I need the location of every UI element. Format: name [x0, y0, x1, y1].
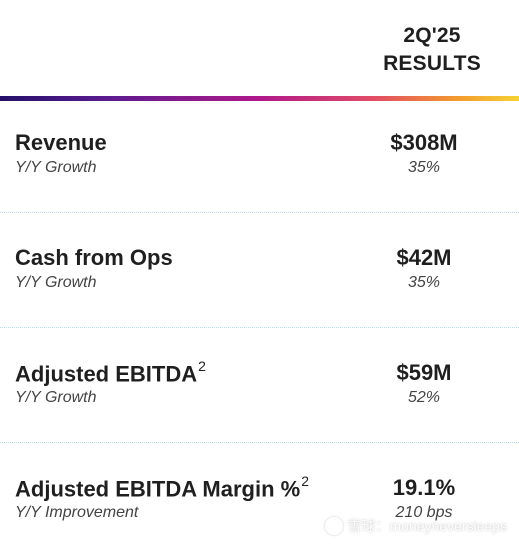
- period-results-label: RESULTS: [383, 52, 481, 75]
- metric-value: $308M: [390, 130, 458, 155]
- metric-change: 35%: [407, 159, 441, 176]
- row-divider: [0, 212, 519, 213]
- results-header: 2Q'25 RESULTS: [0, 0, 519, 98]
- metric-row-adjusted-ebitda: Adjusted EBITDA2 Y/Y Growth $59M 52%: [0, 358, 519, 420]
- row-divider: [0, 442, 519, 443]
- metric-value: $42M: [396, 245, 452, 270]
- metric-change: 52%: [407, 389, 441, 406]
- metric-row-adjusted-ebitda-margin: Adjusted EBITDA Margin %2 Y/Y Improvemen…: [0, 473, 519, 535]
- metric-row-revenue: Revenue Y/Y Growth $308M 35%: [0, 130, 519, 190]
- metric-title: Adjusted EBITDA Margin %2: [15, 473, 309, 502]
- period-quarter: 2Q'25: [403, 24, 461, 47]
- footnote-marker: 2: [301, 473, 309, 489]
- watermark-text: 雪球：moneyneversleeps: [347, 518, 507, 534]
- metric-title: Adjusted EBITDA2: [15, 358, 206, 387]
- metric-subtitle: Y/Y Growth: [15, 274, 97, 291]
- row-divider: [0, 327, 519, 328]
- watermark: 雪球：moneyneversleeps: [325, 516, 507, 536]
- metric-value: 19.1%: [392, 475, 456, 500]
- footnote-marker: 2: [198, 358, 206, 374]
- metric-subtitle: Y/Y Growth: [15, 159, 97, 176]
- metric-subtitle: Y/Y Growth: [15, 389, 97, 406]
- period-label: 2Q'25 RESULTS: [377, 22, 487, 78]
- metric-row-cash-from-ops: Cash from Ops Y/Y Growth $42M 35%: [0, 245, 519, 305]
- gradient-divider: [0, 96, 519, 101]
- metric-title: Cash from Ops: [15, 245, 173, 270]
- metric-value: $59M: [396, 360, 452, 385]
- metric-subtitle: Y/Y Improvement: [15, 504, 139, 521]
- metric-change: 35%: [407, 274, 441, 291]
- metric-change: 210 bps: [395, 504, 453, 521]
- metric-title: Revenue: [15, 130, 107, 155]
- snowball-logo-icon: [325, 517, 344, 535]
